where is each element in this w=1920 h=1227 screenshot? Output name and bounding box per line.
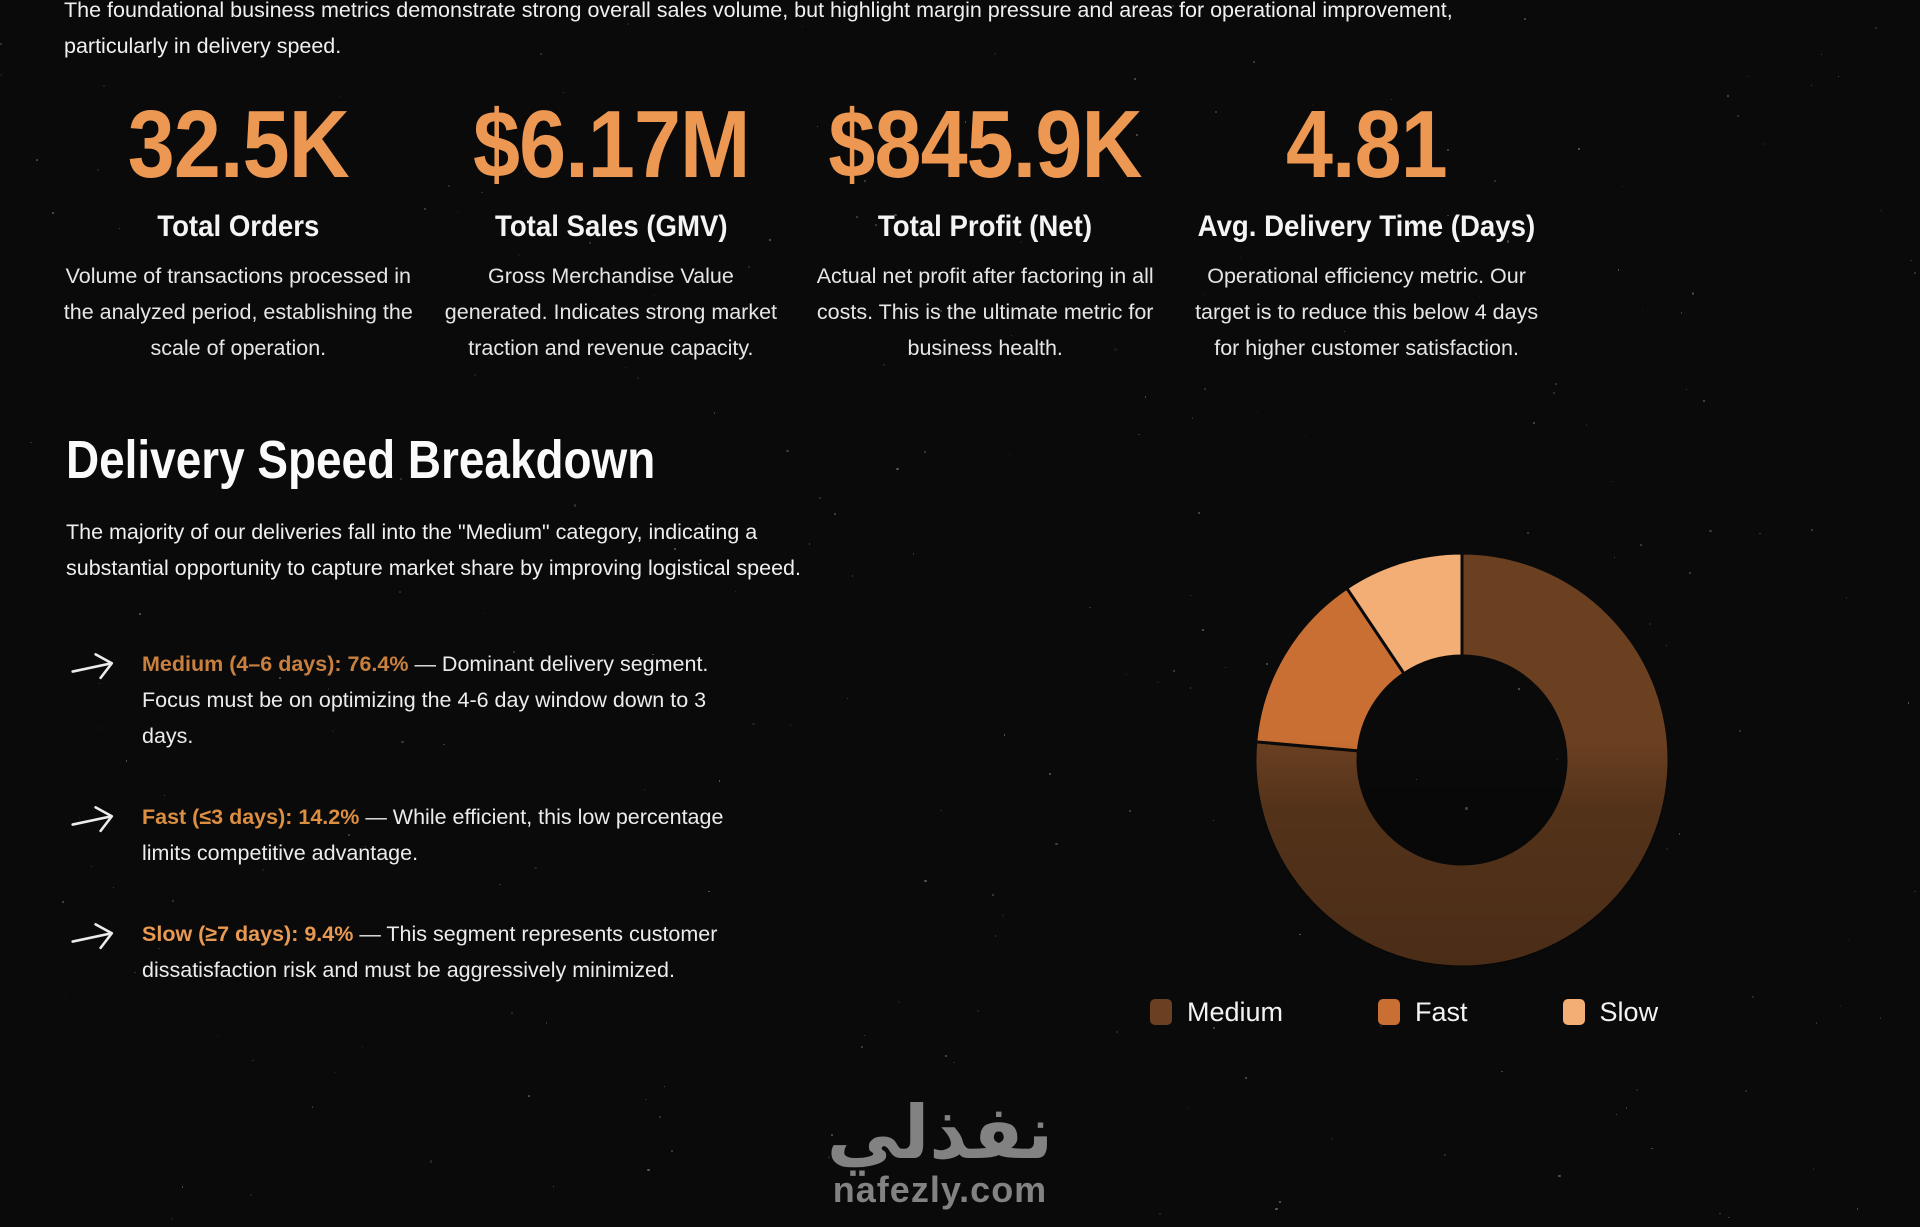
kpi-card: 4.81 Avg. Delivery Time (Days) Operational… <box>1173 96 1560 366</box>
kpi-card: $6.17M Total Sales (GMV) Gross Merchandise… <box>425 96 798 366</box>
kpi-row: 32.5K Total Orders Volume of transactions … <box>52 96 1560 366</box>
bullet-list: Medium (4–6 days): 76.4% — Dominant deli… <box>66 646 756 1033</box>
legend-item-slow[interactable]: Slow <box>1562 997 1659 1027</box>
legend-item-fast[interactable]: Fast <box>1378 998 1468 1026</box>
intro-paragraph: The foundational business metrics demons… <box>64 0 1453 58</box>
bullet-highlight: Fast (≤3 days): 14.2% <box>142 805 360 829</box>
bullet-highlight: Slow (≥7 days): 9.4% <box>142 922 354 946</box>
kpi-value: 4.81 <box>1286 91 1448 198</box>
kpi-description: Volume of transactions processed in the … <box>63 264 413 360</box>
legend-label: Fast <box>1415 997 1468 1027</box>
section-paragraph: The majority of our deliveries fall into… <box>66 520 801 580</box>
arrow-right-icon <box>71 653 114 680</box>
kpi-value: 32.5K <box>127 91 350 198</box>
kpi-description: Actual net profit after factoring in all… <box>816 264 1154 360</box>
legend-swatch-slow <box>1562 999 1585 1025</box>
bullet-item: Slow (≥7 days): 9.4% — This segment repr… <box>66 916 742 988</box>
watermark-domain-text: nafezly.com <box>832 1168 1048 1210</box>
legend-swatch-fast <box>1378 999 1401 1025</box>
legend-swatch-medium <box>1150 999 1172 1025</box>
bullet-item: Medium (4–6 days): 76.4% — Dominant deli… <box>66 646 742 754</box>
legend-label: Medium <box>1187 997 1284 1027</box>
arrow-right-icon <box>71 806 114 833</box>
kpi-value: $845.9K <box>828 91 1143 198</box>
kpi-description: Gross Merchandise Value generated. Indic… <box>444 264 778 360</box>
kpi-label: Avg. Delivery Time (Days) <box>1197 210 1536 243</box>
donut-chart-svg[interactable]: Medium: 76.4%Fast: 14.2%Slow: 9.4% <box>1252 550 1672 970</box>
kpi-label: Total Orders <box>157 210 320 243</box>
bullet-text: — Dominant delivery segment. Focus must … <box>142 652 709 748</box>
watermark: نفذلي nafezly.com <box>772 1094 1108 1208</box>
section-title: Delivery Speed Breakdown <box>66 430 759 490</box>
chart-legend: Medium Fast Slow <box>1150 998 1658 1026</box>
bullet-highlight: Medium (4–6 days): 76.4% <box>142 652 409 676</box>
arrow-right-icon <box>71 923 114 950</box>
bullet-text: — This segment represents customer dissa… <box>142 922 718 982</box>
kpi-label: Total Sales (GMV) <box>494 210 728 243</box>
delivery-speed-donut-chart[interactable]: Medium: 76.4%Fast: 14.2%Slow: 9.4% <box>1252 550 1672 970</box>
kpi-card: $845.9K Total Profit (Net) Actual net prof… <box>797 96 1173 366</box>
legend-item-medium[interactable]: Medium <box>1150 998 1283 1026</box>
kpi-card: 32.5K Total Orders Volume of transactions … <box>52 96 425 366</box>
watermark-arabic-logo: نفذلي <box>826 1091 1054 1174</box>
bullet-text: — While efficient, this low percentage l… <box>142 805 724 865</box>
bullet-item: Fast (≤3 days): 14.2% — While efficient,… <box>66 799 742 871</box>
kpi-value: $6.17M <box>472 91 750 198</box>
section-title-text: Delivery Speed Breakdown <box>66 430 656 490</box>
legend-label: Slow <box>1599 997 1659 1027</box>
kpi-label: Total Profit (Net) <box>878 210 1093 243</box>
kpi-description: Operational efficiency metric. Our targe… <box>1195 264 1539 360</box>
